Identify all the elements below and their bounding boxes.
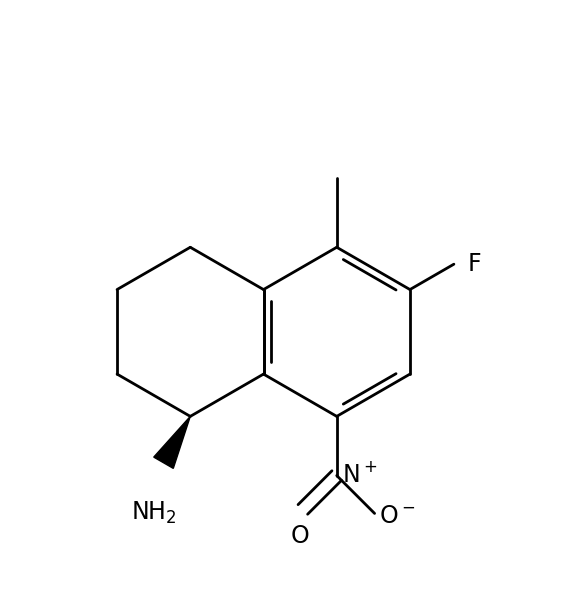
Text: O: O <box>291 523 309 548</box>
Text: N$^+$: N$^+$ <box>343 462 378 487</box>
Text: O$^-$: O$^-$ <box>379 504 415 528</box>
Polygon shape <box>154 417 190 468</box>
Text: NH$_2$: NH$_2$ <box>131 499 177 526</box>
Text: F: F <box>468 252 482 276</box>
